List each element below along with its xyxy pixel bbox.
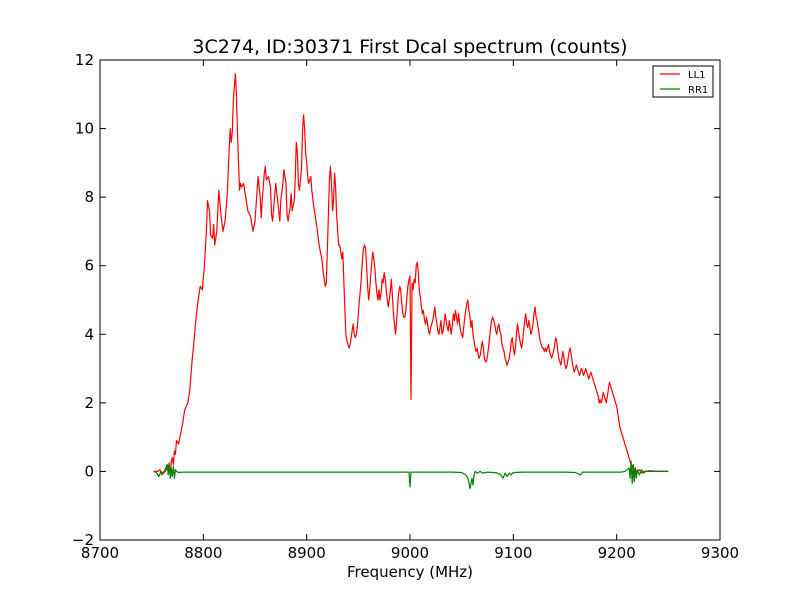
- x-tick-label: 8900: [288, 544, 326, 562]
- legend-label-rr1: RR1: [688, 85, 708, 96]
- x-tick-label: 9100: [494, 544, 532, 562]
- y-tick-label: 0: [84, 462, 94, 480]
- x-tick-label: 9200: [598, 544, 636, 562]
- legend-box: [652, 65, 714, 98]
- chart-title: 3C274, ID:30371 First Dcal spectrum (cou…: [192, 36, 627, 58]
- legend: LL1 RR1: [652, 65, 714, 98]
- y-tick-label: 2: [84, 394, 94, 412]
- legend-label-ll1: LL1: [688, 70, 706, 81]
- series-line-ll1: [153, 73, 669, 476]
- x-axis-label: Frequency (MHz): [347, 563, 473, 581]
- x-tick-label: 8800: [184, 544, 222, 562]
- x-tick-label: 9000: [391, 544, 429, 562]
- x-tick-label: 9300: [701, 544, 739, 562]
- ticks-layer: 8700 8800 8900 9000 9100 9200 9300 −2 0 2 4 6 8 10 12: [72, 51, 739, 562]
- series-layer: [153, 73, 669, 490]
- y-tick-label: 4: [84, 325, 94, 343]
- plot-frame: [99, 59, 721, 541]
- y-tick-label: 12: [75, 51, 94, 69]
- series-line-rr1: [153, 460, 669, 490]
- y-tick-label: 6: [84, 257, 94, 275]
- y-tick-label: 8: [84, 188, 94, 206]
- y-tick-label: 10: [75, 120, 94, 138]
- y-tick-label: −2: [72, 531, 94, 549]
- x-tick-label: 8700: [81, 544, 119, 562]
